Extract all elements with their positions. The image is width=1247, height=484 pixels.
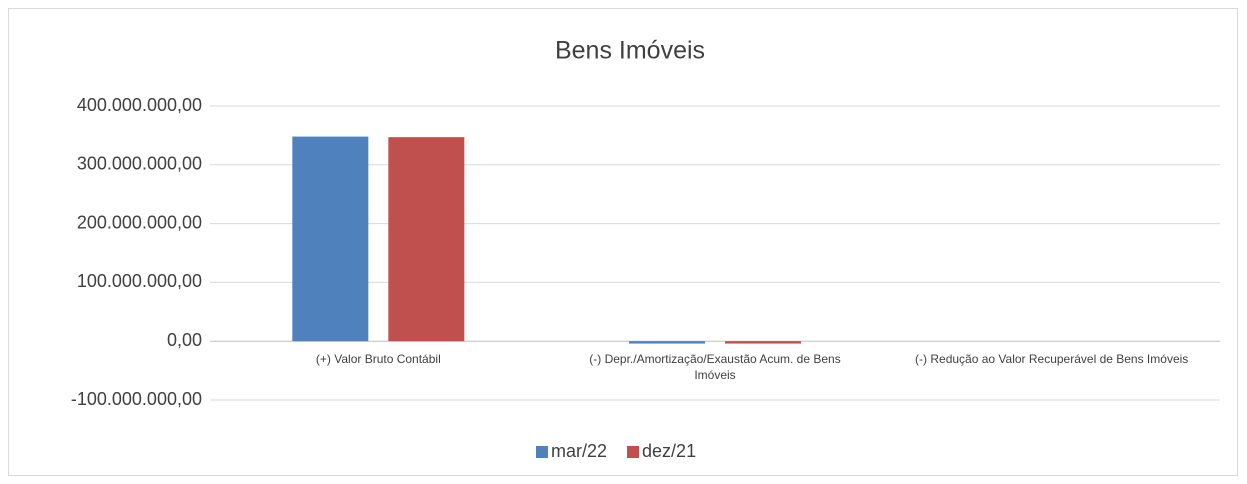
y-tick-label: 200.000.000,00	[77, 212, 202, 232]
bar	[388, 137, 465, 342]
y-tick-label: 400.000.000,00	[77, 95, 202, 115]
bar	[629, 341, 705, 344]
bar	[292, 136, 369, 342]
y-tick-label: 100.000.000,00	[77, 271, 202, 291]
legend: mar/22 dez/21	[536, 441, 696, 461]
legend-label: dez/21	[642, 441, 696, 461]
legend-swatch	[536, 446, 548, 458]
x-tick-label-box: (+) Valor Bruto Contábil	[315, 352, 441, 367]
legend-label: mar/22	[551, 441, 607, 461]
x-tick-label: (+) Valor Bruto Contábil	[315, 352, 441, 367]
x-tick-label: (-) Redução ao Valor Recuperável de Bens…	[915, 352, 1189, 367]
chart-title: Bens Imóveis	[555, 37, 705, 65]
y-tick-label: 0,00	[167, 330, 202, 350]
x-tick-label: (-) Depr./Amortização/Exaustão Acum. de …	[589, 352, 841, 383]
x-tick-label-box: (-) Depr./Amortização/Exaustão Acum. de …	[589, 352, 841, 383]
legend-swatch	[627, 446, 640, 458]
bar	[725, 341, 801, 344]
y-tick-label: -100.000.000,00	[71, 389, 202, 409]
x-tick-label-box: (-) Redução ao Valor Recuperável de Bens…	[915, 352, 1189, 367]
chart-frame	[8, 8, 1238, 476]
y-tick-label: 300.000.000,00	[77, 154, 202, 174]
